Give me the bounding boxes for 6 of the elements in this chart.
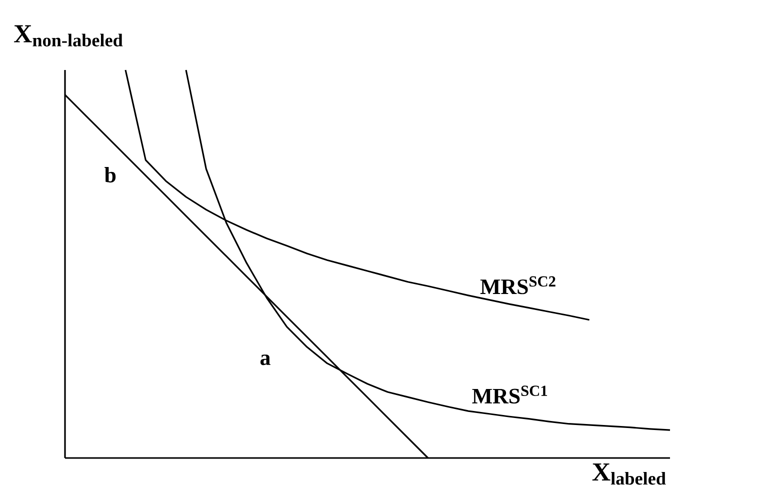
annotation: b [104, 167, 116, 182]
annotation: a [260, 354, 270, 366]
series-label: MRS$^{SC1}$ [472, 386, 548, 404]
series-label: MRS$^{SC2}$ [480, 276, 556, 294]
x-axis-title: $\text{X}_{\text{labeled}}$ [592, 464, 666, 485]
y-axis-title: $\text{X}_{\text{non-labeled}}$ [14, 25, 123, 46]
